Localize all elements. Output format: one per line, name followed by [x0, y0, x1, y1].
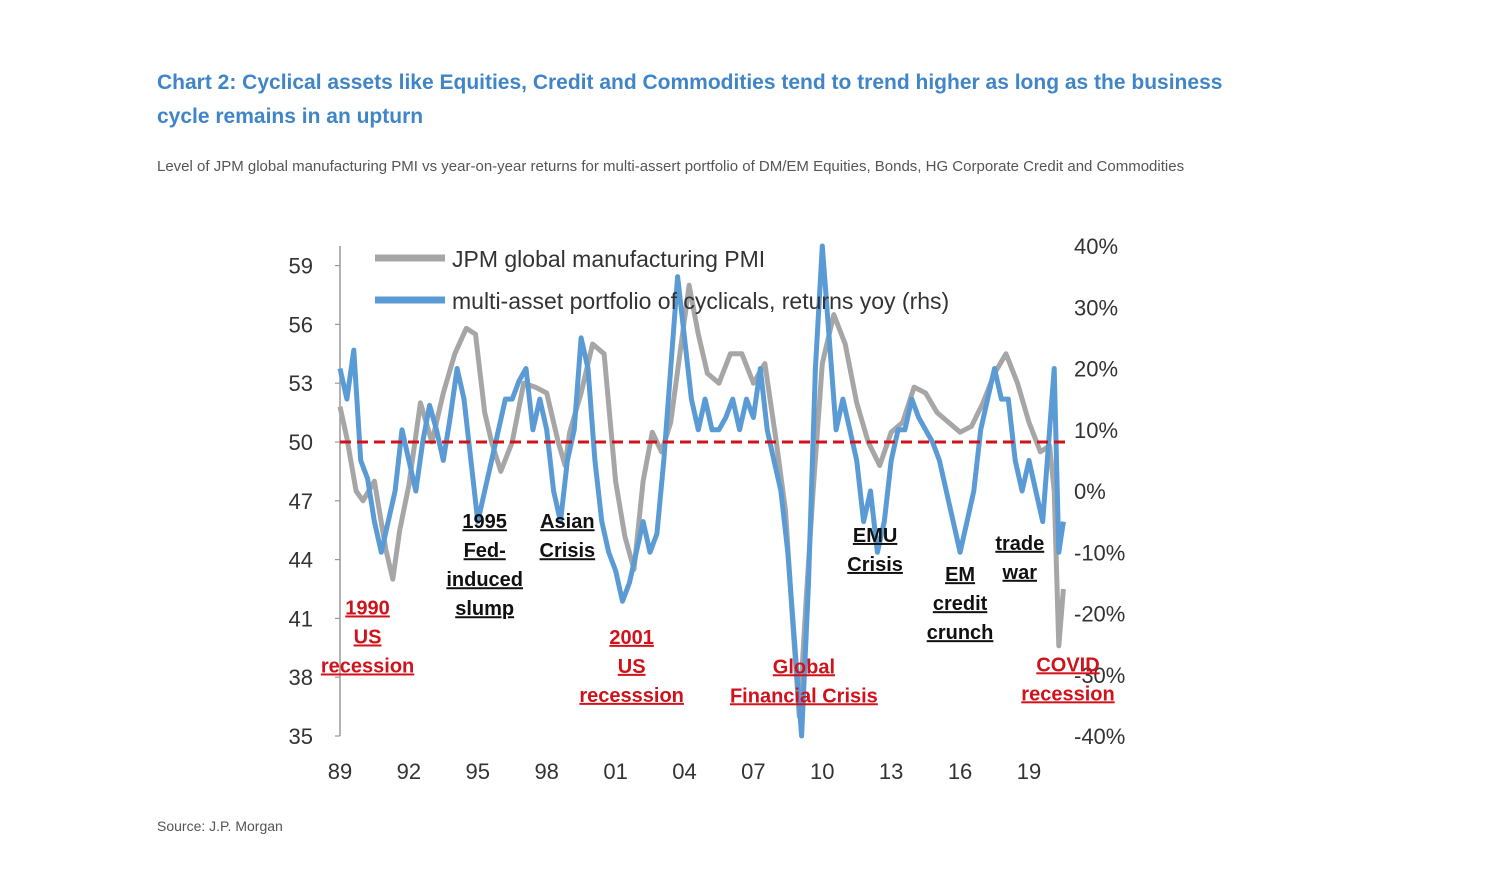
left-axis-tick-label: 56: [289, 312, 313, 337]
annotation: 1990 US recession: [321, 597, 414, 677]
annotation-line: US: [618, 656, 646, 678]
annotation-line: trade: [995, 533, 1044, 555]
annotation-line: US: [354, 626, 382, 648]
annotation-line: COVID: [1036, 654, 1099, 676]
right-axis-tick-label: 30%: [1074, 295, 1118, 320]
annotation-line: EM: [945, 564, 975, 586]
legend-label-pmi: JPM global manufacturing PMI: [452, 246, 765, 272]
left-axis-tick-label: 53: [289, 371, 313, 396]
x-axis-tick-label: 98: [534, 759, 558, 784]
legend: JPM global manufacturing PMI multi-asset…: [375, 246, 949, 314]
source-note: Source: J.P. Morgan: [157, 818, 283, 834]
right-axis-tick-label: 20%: [1074, 357, 1118, 382]
annotation-line: 1990: [345, 597, 390, 619]
left-axis-tick-label: 41: [289, 606, 313, 631]
annotation-line: Crisis: [540, 540, 596, 562]
x-axis-tick-label: 19: [1017, 759, 1041, 784]
left-axis-tick-label: 44: [289, 548, 313, 573]
annotation-line: Global: [773, 656, 835, 678]
annotation-line: Asian: [540, 511, 594, 533]
annotation-line: induced: [446, 569, 523, 591]
right-axis-tick-label: -20%: [1074, 602, 1125, 627]
chart-subtitle: Level of JPM global manufacturing PMI vs…: [157, 158, 1185, 175]
x-axis-tick-label: 95: [466, 759, 490, 784]
annotation-line: EMU: [853, 525, 897, 547]
series-line-pmi: [337, 282, 1066, 719]
annotation-line: Crisis: [847, 554, 903, 576]
left-axis-tick-label: 50: [289, 430, 313, 455]
annotation-line: recession: [321, 655, 414, 677]
annotation-line: 2001: [609, 627, 654, 649]
x-axis-tick-label: 10: [810, 759, 834, 784]
x-axis-tick-label: 01: [603, 759, 627, 784]
legend-label-portfolio: multi-asset portfolio of cyclicals, retu…: [452, 288, 949, 314]
annotation-line: recesssion: [579, 685, 684, 707]
left-axis-tick-label: 47: [289, 489, 313, 514]
annotation: trade war: [995, 533, 1044, 584]
annotation-line: 1995: [462, 511, 507, 533]
annotation-line: crunch: [927, 622, 994, 644]
chart-title: Chart 2: Cyclical assets like Equities, …: [157, 71, 1223, 128]
right-axis-tick-label: -10%: [1074, 540, 1125, 565]
series-lines: [337, 243, 1068, 739]
right-axis-tick-label: 0%: [1074, 479, 1106, 504]
annotation: 2001 US recesssion: [579, 627, 684, 707]
annotation: Asian Crisis: [540, 511, 596, 562]
annotation: EM credit crunch: [927, 564, 994, 644]
annotation: EMU Crisis: [847, 525, 903, 576]
left-axis-tick-label: 59: [289, 254, 313, 279]
x-axis-tick-label: 07: [741, 759, 765, 784]
series-line-portfolio: [337, 243, 1066, 739]
annotation-line: Fed-: [464, 540, 506, 562]
event-annotations: 1990 US recession 1995 Fed-induced slump Asian…: [321, 511, 1115, 707]
right-axis-tick-label: 10%: [1074, 418, 1118, 443]
annotation-line: slump: [455, 598, 514, 620]
annotation: Global Financial Crisis: [730, 656, 878, 707]
x-axis-tick-label: 89: [328, 759, 352, 784]
right-axis-tick-label: -30%: [1074, 663, 1125, 688]
right-axis-tick-label: 40%: [1074, 234, 1118, 259]
annotation: COVID recession: [1021, 654, 1114, 705]
annotation-line: credit: [933, 593, 988, 615]
x-axis-tick-label: 04: [672, 759, 696, 784]
annotation-line: recession: [1021, 683, 1114, 705]
left-axis-tick-label: 38: [289, 665, 313, 690]
axes: 59 56 53 50 47 44 41 38 35 40% 30% 20% 10% 0% -10% -20%…: [289, 234, 1126, 784]
right-axis-tick-label: -40%: [1074, 724, 1125, 749]
x-axis-tick-label: 13: [879, 759, 903, 784]
left-axis-tick-label: 35: [289, 724, 313, 749]
annotation-line: Financial Crisis: [730, 685, 878, 707]
annotation-line: war: [1002, 562, 1038, 584]
x-axis-tick-label: 16: [948, 759, 972, 784]
x-axis-tick-label: 92: [397, 759, 421, 784]
annotation: 1995 Fed-induced slump: [446, 511, 523, 620]
